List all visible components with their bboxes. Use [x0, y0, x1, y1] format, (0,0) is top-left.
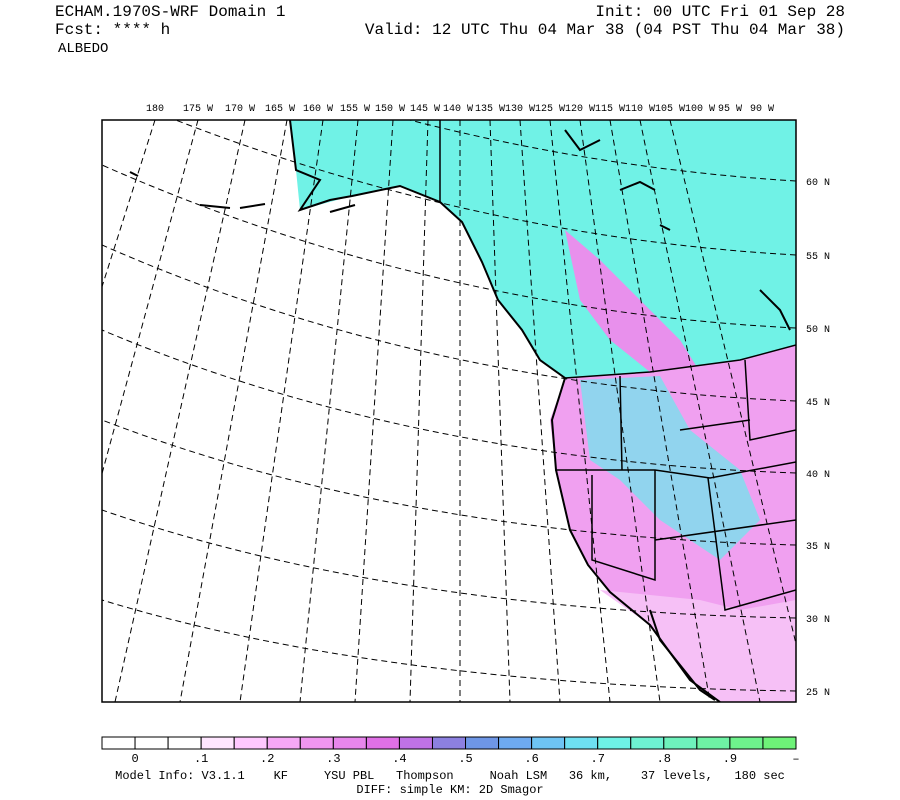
colorbar-label: .3	[326, 752, 340, 766]
longitude-label: 90 W	[750, 104, 774, 115]
colorbar-box	[465, 736, 500, 750]
longitude-label: 180	[146, 104, 164, 115]
longitude-label: 125 W	[535, 104, 565, 115]
valid-time: Valid: 12 UTC Thu 04 Mar 38 (04 PST Thu …	[365, 21, 845, 39]
latitude-label: 35 N	[806, 542, 830, 553]
latitude-label: 40 N	[806, 470, 830, 481]
borders	[439, 120, 796, 611]
longitude-label: 100 W	[685, 104, 715, 115]
longitude-label: 120 W	[565, 104, 595, 115]
colorbar-box	[696, 736, 731, 750]
longitude-label: 170 W	[225, 104, 255, 115]
colorbar-box	[729, 736, 764, 750]
colorbar-box	[498, 736, 533, 750]
longitude-label: 150 W	[375, 104, 405, 115]
colorbar-box	[101, 736, 136, 750]
longitude-label: 105 W	[655, 104, 685, 115]
longitude-label: 160 W	[303, 104, 333, 115]
colorbar-box	[266, 736, 301, 750]
forecast: Fcst: **** h	[55, 21, 170, 39]
colorbar-box	[531, 736, 566, 750]
colorbar-label: –	[792, 752, 799, 766]
colorbar-box	[134, 736, 169, 750]
colorbar-box	[398, 736, 433, 750]
mountain-albedo	[565, 230, 700, 372]
longitude-labels: 180 175 W 170 W 165 W 160 W 155 W 150 W 145 W 14…	[146, 104, 774, 115]
latitude-labels: 60 N 55 N 50 N 45 N 40 N 35 N 30 N 25 N	[806, 178, 830, 699]
colorbar-label: 0	[131, 752, 138, 766]
colorbar: 0 .1 .2 .3 .4 .5 .6 .7 .8 .9 –	[101, 736, 800, 766]
coastlines	[129, 120, 791, 702]
latitude-label: 60 N	[806, 178, 830, 189]
snow-region	[290, 120, 796, 378]
map	[102, 120, 796, 702]
colorbar-label: .8	[657, 752, 671, 766]
colorbar-box	[431, 736, 467, 750]
longitude-label: 130 W	[505, 104, 535, 115]
longitude-label: 140 W	[443, 104, 473, 115]
colorbar-box	[564, 736, 599, 750]
colorbar-box	[299, 736, 334, 750]
colorbar-label: .1	[194, 752, 208, 766]
longitude-label: 110 W	[625, 104, 655, 115]
longitude-label: 95 W	[718, 104, 742, 115]
colorbar-box	[200, 736, 235, 750]
colorbar-label: .5	[458, 752, 472, 766]
longitude-label: 175 W	[183, 104, 213, 115]
colorbar-box	[663, 736, 698, 750]
mexico-albedo	[600, 590, 796, 702]
latitude-label: 25 N	[806, 688, 830, 699]
longitude-label: 155 W	[340, 104, 370, 115]
colorbar-box	[233, 736, 268, 750]
latitude-label: 45 N	[806, 398, 830, 409]
colorbar-box	[332, 736, 367, 750]
longitude-label: 145 W	[410, 104, 440, 115]
colorbar-label: .7	[591, 752, 605, 766]
map-frame	[101, 119, 797, 703]
model-info: Model Info: V3.1.1 KF YSU PBL Thompson N…	[115, 769, 785, 783]
latitude-label: 50 N	[806, 325, 830, 336]
colorbar-label: .9	[723, 752, 737, 766]
colorbar-box	[762, 736, 797, 750]
colorbar-label: .2	[260, 752, 274, 766]
field-name: ALBEDO	[58, 41, 108, 57]
latitude-label: 30 N	[806, 615, 830, 626]
longitude-label: 135 W	[475, 104, 505, 115]
latitude-label: 55 N	[806, 252, 830, 263]
graticule	[102, 120, 796, 702]
colorbar-box	[597, 736, 632, 750]
colorbar-box	[630, 736, 665, 750]
diff-info: DIFF: simple KM: 2D Smagor	[356, 783, 543, 797]
colorbar-label: .4	[392, 752, 406, 766]
colorbar-box	[167, 736, 202, 750]
colorbar-box	[365, 736, 400, 750]
longitude-label: 165 W	[265, 104, 295, 115]
init-time: Init: 00 UTC Fri 01 Sep 28	[595, 3, 845, 21]
longitude-label: 115 W	[595, 104, 625, 115]
colorbar-label: .6	[524, 752, 538, 766]
title: ECHAM.1970S-WRF Domain 1	[55, 3, 285, 21]
